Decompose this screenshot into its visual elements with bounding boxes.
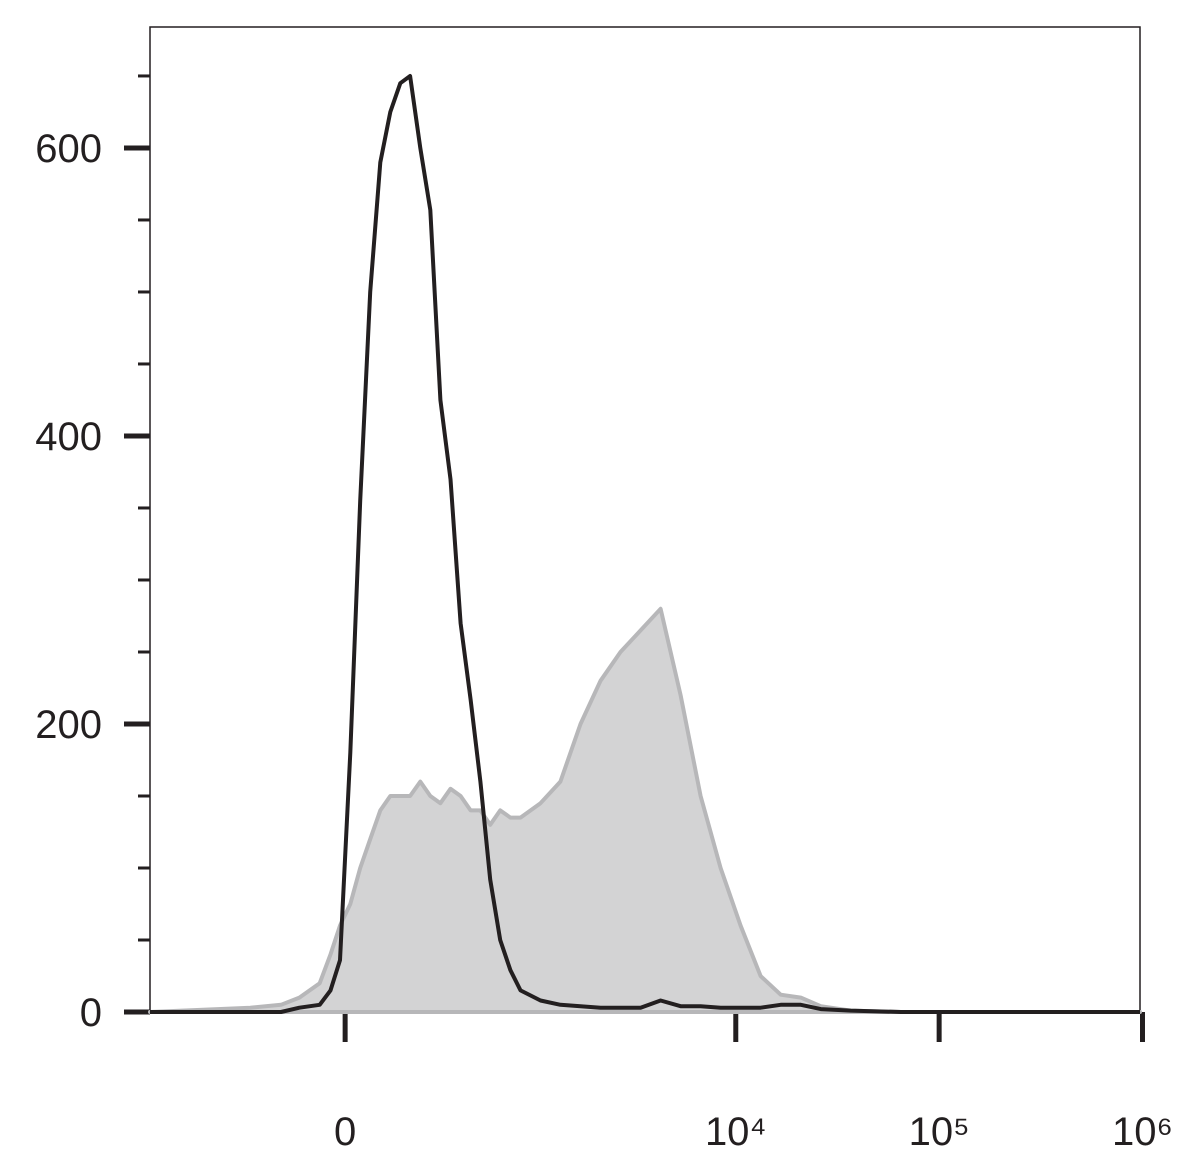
y-tick-label: 0: [80, 991, 102, 1035]
x-tick-label: 0: [334, 1110, 356, 1154]
x-tick-label: 10⁶: [1112, 1110, 1173, 1154]
x-tick-label: 10⁵: [909, 1110, 970, 1154]
line: [150, 74, 1140, 1014]
y-tick-label: 600: [35, 127, 102, 171]
y-tick-label: 400: [35, 415, 102, 459]
x-tick-label: 10⁴: [705, 1110, 767, 1154]
area: [148, 606, 1142, 1014]
y-tick-label: 200: [35, 703, 102, 747]
